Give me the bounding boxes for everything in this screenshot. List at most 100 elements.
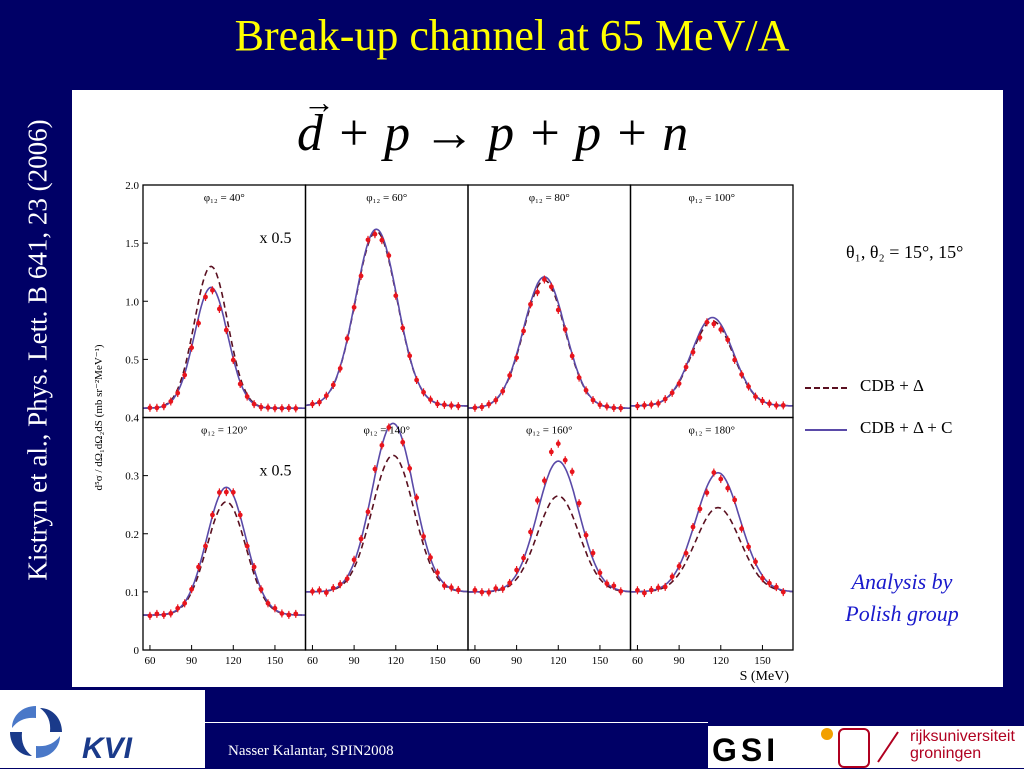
reference-citation: Kistryn et al., Phys. Lett. B 641, 23 (2… [22,119,53,581]
data-point [216,489,222,495]
kvi-logo-text: KVI [82,732,133,765]
data-point [310,589,315,594]
rug-logo-text: rijksuniversiteit groningen [910,728,1015,762]
partner-logos: GSI rijksuniversiteit groningen [708,726,1024,768]
data-point [400,325,406,331]
x-tick-label: 60 [144,655,156,667]
y-tick-label: 1.0 [125,296,139,308]
rug-logo-line2: groningen [910,745,982,762]
x-tick-label: 90 [511,655,522,667]
data-point [330,585,336,591]
data-point [618,588,624,594]
panel-label-3: φ₁₂ = 80° [529,192,570,204]
data-point [500,586,506,592]
data-point [393,293,399,299]
data-point [507,580,513,586]
data-point [590,550,596,556]
curve-dashed-8 [630,506,794,593]
data-point [746,544,751,550]
data-point [344,336,350,341]
y-tick-label: 0.2 [125,529,139,541]
data-point [711,321,717,327]
data-point [323,590,329,596]
rug-slash-icon [877,731,899,763]
data-point [386,425,392,430]
data-point [168,611,174,616]
data-point [676,563,682,569]
data-point [535,289,540,295]
data-point [704,319,710,325]
data-point [541,277,547,282]
data-point [655,401,661,406]
curve-dashed-2 [305,230,468,407]
data-point [655,585,661,591]
x-tick-label: 60 [632,655,644,667]
legend-dashed-swatch [805,387,847,389]
data-point [753,394,758,400]
data-point [641,590,647,596]
data-point [223,327,229,333]
data-point [725,485,731,491]
data-point [766,401,772,407]
data-point [611,405,617,411]
data-point [455,403,461,409]
vector-arrow-icon: → [303,84,335,120]
data-point [583,387,589,393]
data-point [293,611,299,617]
data-point [386,253,392,258]
data-point [662,584,668,590]
data-point [479,404,485,410]
data-point [590,397,596,403]
data-point [414,377,420,383]
data-point [493,586,499,591]
data-point [780,589,786,595]
data-point [732,497,738,503]
x-tick-label: 60 [469,655,481,667]
data-point [569,469,575,475]
curve-dashed-1 [143,265,306,409]
panel-label-1: φ₁₂ = 40° [204,192,245,204]
analysis-note-line2: Polish group [845,601,959,626]
data-point [421,389,426,395]
data-point [583,532,589,538]
data-point [576,500,582,506]
data-point [175,390,181,396]
curve-dashed-5 [143,500,306,616]
data-point [773,584,779,590]
data-point [521,328,526,334]
y-tick-label: 1.5 [125,238,139,250]
data-point [258,404,264,410]
curve-solid-3 [468,275,631,409]
data-point [507,373,513,378]
legend: CDB + Δ CDB + Δ + C [805,376,995,460]
x-axis-label: S (MeV) [740,669,790,684]
legend-solid-label: CDB + Δ + C [860,418,953,437]
scale-note-1: x 0.5 [260,230,292,247]
data-point [662,396,668,402]
data-point [746,384,751,389]
y-axis-label: d⁵σ / dΩ₁dΩ₂dS (mb sr⁻²MeV⁻¹) [93,344,105,490]
data-point [421,534,426,539]
data-point [472,587,478,593]
analysis-note-line1: Analysis by [851,569,953,594]
data-point [161,403,167,409]
x-tick-label: 90 [674,655,686,667]
data-point [286,612,292,618]
footer-divider [205,722,708,723]
data-point [272,605,278,611]
data-point [330,382,336,388]
data-point [189,345,195,351]
data-point [258,586,264,592]
data-point [203,294,208,300]
data-point [182,372,188,378]
bulb-icon [821,728,833,740]
data-point [265,600,271,606]
data-point [597,570,603,576]
kvi-logo-icon [10,706,62,758]
data-point [725,337,731,343]
data-point [766,580,772,586]
data-point [316,587,322,593]
data-point [293,406,299,411]
data-point [455,587,461,593]
y-tick-label: 0 [134,645,140,657]
